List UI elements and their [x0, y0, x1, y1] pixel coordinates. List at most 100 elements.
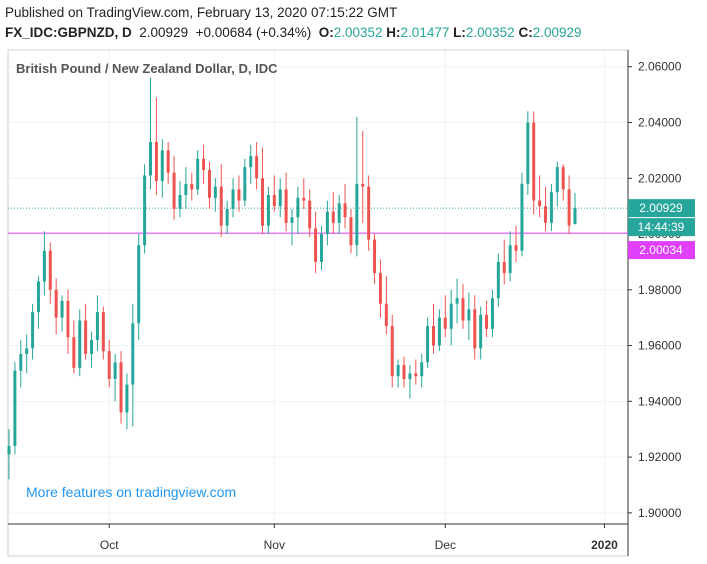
candle-body [319, 234, 323, 262]
candle [467, 292, 471, 340]
candle-body [113, 362, 117, 380]
candle [131, 303, 135, 427]
candle-body [290, 217, 294, 223]
candle-body [367, 186, 371, 240]
candle [426, 317, 430, 368]
candle-body [196, 158, 200, 190]
candle [367, 175, 371, 251]
candle [154, 97, 158, 195]
candle [137, 234, 141, 340]
price-axis[interactable]: 2.060002.040002.020002.000001.980001.960… [628, 60, 682, 520]
countdown-label-background [628, 218, 695, 237]
candle-body [549, 192, 553, 223]
candle-body [461, 298, 465, 321]
candle-body [178, 194, 182, 209]
candle-body [166, 150, 170, 173]
candle-body [532, 122, 536, 201]
watermark-link[interactable]: More features on tradingview.com [26, 484, 236, 500]
price-tick-label: 1.96000 [638, 339, 682, 353]
candle-body [437, 317, 441, 346]
symbol-legend: FX_IDC:GBPNZD, D 2.00929 +0.00684 (+0.34… [5, 25, 582, 40]
candle [490, 289, 494, 338]
candle [349, 208, 353, 254]
price-tick-label: 1.92000 [638, 450, 682, 464]
candle [13, 362, 17, 455]
candle [432, 303, 435, 354]
candle [149, 77, 152, 190]
candle-body [202, 158, 206, 170]
candle-body [60, 300, 64, 318]
candle [243, 158, 247, 207]
candle-body [396, 365, 400, 377]
candle-body [555, 167, 559, 193]
candle [420, 353, 424, 388]
candle [202, 144, 206, 184]
grid [8, 50, 628, 524]
candle [196, 150, 200, 195]
candle [207, 161, 211, 209]
candle [178, 181, 182, 218]
candle-body [160, 150, 164, 182]
candle-body [514, 245, 518, 251]
candle [449, 289, 453, 346]
candle [544, 186, 548, 232]
candle [107, 339, 111, 388]
candle-body [19, 353, 23, 371]
candle-body [107, 351, 111, 380]
candle-body [538, 200, 542, 207]
candle [237, 175, 241, 212]
symbol-name: FX_IDC:GBPNZD, D [5, 25, 132, 40]
candle-body [473, 309, 477, 349]
candle-body [172, 172, 176, 209]
price-tick-label: 2.06000 [638, 60, 682, 74]
candle [90, 331, 94, 368]
candle-body [72, 337, 76, 368]
candle-body [443, 317, 447, 329]
candle [473, 295, 477, 360]
candle-body [261, 178, 265, 226]
candle-body [520, 183, 524, 251]
candle-body [479, 314, 483, 349]
candle-body [231, 189, 235, 209]
candle-body [296, 197, 300, 218]
candle-body [432, 326, 435, 346]
candle [231, 178, 235, 218]
candle-body [119, 362, 123, 413]
candle [555, 161, 559, 207]
candle-body [467, 309, 471, 321]
candle-body [361, 183, 365, 187]
candle [160, 139, 164, 198]
time-axis[interactable]: OctNovDec2020Feb2 [100, 524, 707, 552]
candle-body [237, 189, 241, 201]
open-label: O: [318, 25, 334, 40]
horizontal-line-label: 2.00034 [628, 241, 695, 260]
candle [337, 194, 341, 235]
reference-lines [8, 207, 628, 234]
candle-body [243, 167, 247, 201]
candle [496, 253, 500, 307]
candle [573, 192, 577, 225]
candle [319, 225, 323, 271]
candle [101, 306, 105, 360]
candle [508, 231, 512, 282]
candle-body [349, 217, 353, 246]
candle-body [355, 183, 359, 246]
candle [308, 189, 312, 237]
low-value: 2.00352 [465, 25, 515, 40]
candle-body [378, 273, 382, 304]
candle [7, 429, 11, 480]
candle [225, 200, 229, 235]
time-tick-label: Dec [435, 538, 456, 552]
candle-body [426, 326, 430, 363]
candle-body [101, 312, 105, 352]
candle-body [149, 142, 152, 176]
candle-body [225, 208, 229, 226]
last-value: 2.00929 [139, 25, 189, 40]
candle [526, 111, 530, 195]
candle-body [420, 362, 424, 377]
price-tick-label: 1.90000 [638, 506, 682, 520]
candle-body [402, 365, 406, 380]
candle-body [331, 211, 335, 223]
horizontal-line-value: 2.00034 [639, 243, 683, 257]
